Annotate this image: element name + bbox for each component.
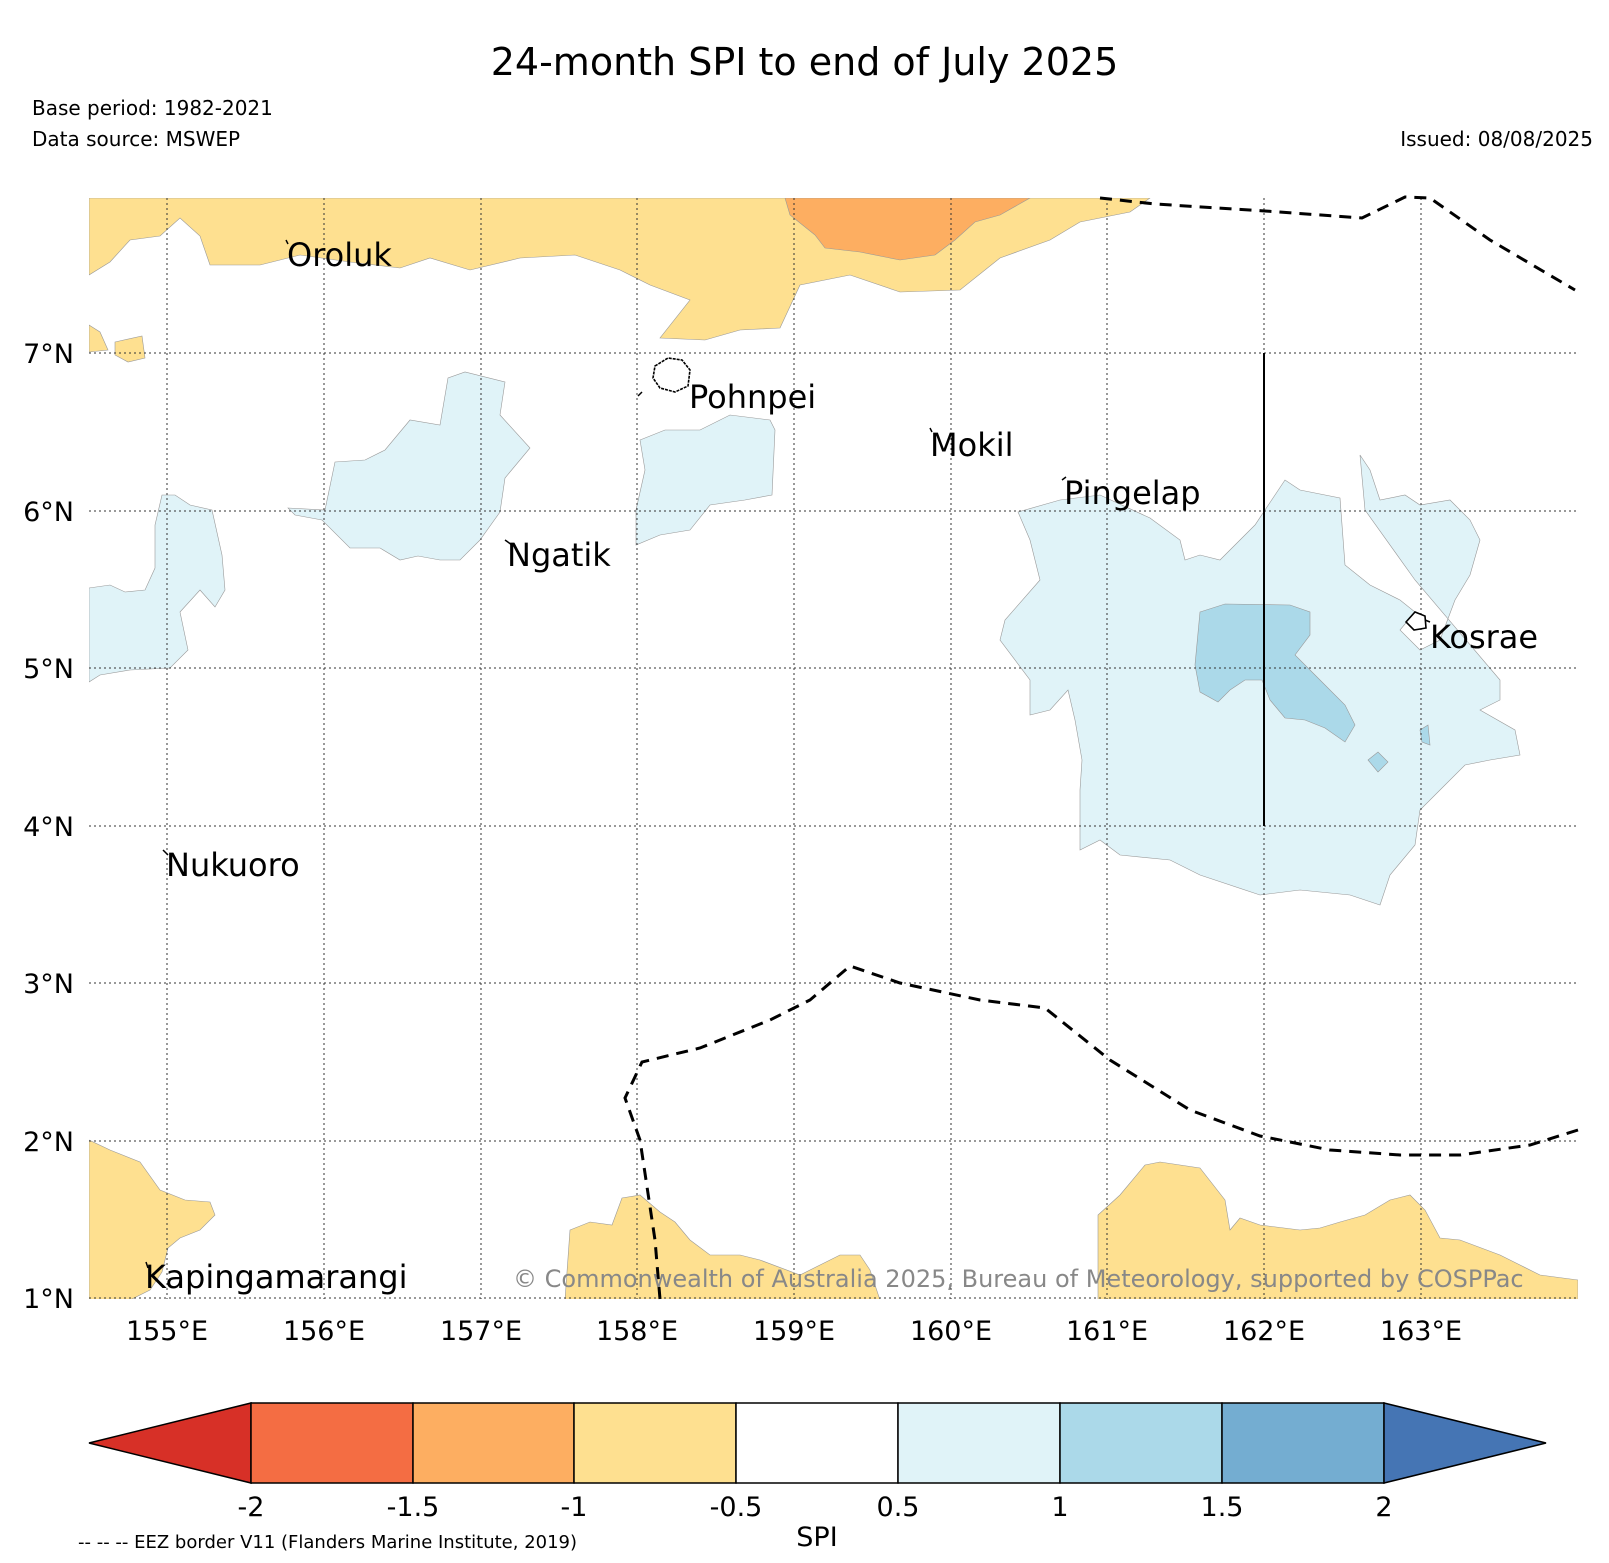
spi-dry-patch (114, 335, 146, 363)
longitude-labels: 155°E 156°E 157°E 158°E 159°E 160°E 161°… (126, 1316, 1462, 1347)
lon-label: 155°E (126, 1316, 208, 1347)
place-label-kapingamarangi: Kapingamarangi (145, 1258, 407, 1296)
spi-wet-region-moderate (1194, 603, 1356, 743)
lon-label: 162°E (1223, 1316, 1305, 1347)
spi-dry-region-south (564, 1194, 880, 1299)
lon-label: 161°E (1066, 1316, 1148, 1347)
spi-dry-patch (89, 324, 109, 353)
colorbar-ticks: -2 -1.5 -1 -0.5 0.5 1 1.5 2 (238, 1492, 1393, 1523)
colorbar-segment (1221, 1402, 1385, 1484)
place-label-oroluk: Oroluk (287, 236, 392, 274)
colorbar-segment (897, 1402, 1061, 1484)
colorbar-tick-label: 1 (1051, 1492, 1068, 1523)
spi-dry-region-south (89, 1139, 216, 1299)
pohnpei-island-outline (652, 357, 691, 393)
lat-label: 2°N (23, 1127, 74, 1158)
spi-wet-region (89, 494, 226, 683)
lon-label: 158°E (596, 1316, 678, 1347)
spi-wet-patch (1367, 751, 1389, 773)
place-label-pohnpei: Pohnpei (689, 378, 816, 416)
colorbar-segment (412, 1402, 575, 1484)
colorbar-tick-label: -0.5 (710, 1492, 763, 1523)
colorbar-tick-label: -1.5 (387, 1492, 440, 1523)
place-label-pingelap: Pingelap (1064, 474, 1201, 512)
graticule (89, 198, 1578, 1299)
colorbar-extend-high (1383, 1402, 1547, 1484)
colorbar (88, 1402, 1547, 1484)
place-label-nukuoro: Nukuoro (166, 846, 300, 884)
atoll-marks (145, 239, 1431, 1269)
copyright-notice: © Commonwealth of Australia 2025, Bureau… (513, 1265, 1524, 1293)
colorbar-tick-label: 2 (1375, 1492, 1392, 1523)
colorbar-tick-label: 1.5 (1201, 1492, 1244, 1523)
colorbar-tick-label: -2 (238, 1492, 265, 1523)
spi-dry-region-north (89, 198, 1151, 341)
place-label-ngatik: Ngatik (507, 536, 611, 574)
lat-label: 1°N (23, 1284, 74, 1315)
colorbar-segment (735, 1402, 899, 1484)
spi-shading (89, 198, 1578, 1299)
issued-date: Issued: 08/08/2025 (1400, 127, 1593, 151)
spi-wet-region (635, 414, 776, 546)
lon-label: 159°E (753, 1316, 835, 1347)
place-label-kosrae: Kosrae (1430, 618, 1538, 656)
spi-dry-region-north-moderate (784, 198, 1031, 261)
lat-label: 4°N (23, 812, 74, 843)
colorbar-label: SPI (796, 1522, 837, 1553)
spi-wet-region (287, 371, 531, 561)
lat-label: 5°N (23, 654, 74, 685)
lon-label: 163°E (1380, 1316, 1462, 1347)
lon-label: 156°E (283, 1316, 365, 1347)
colorbar-segment (1059, 1402, 1223, 1484)
colorbar-segment (250, 1402, 414, 1484)
base-period: Base period: 1982-2021 (32, 96, 273, 120)
latitude-labels: 7°N 6°N 5°N 4°N 3°N 2°N 1°N (23, 339, 74, 1315)
place-labels: Oroluk Pohnpei Mokil Pingelap Ngatik Kos… (145, 236, 1538, 1296)
lat-label: 6°N (23, 497, 74, 528)
lon-label: 160°E (910, 1316, 992, 1347)
spi-dry-region-south (1097, 1161, 1578, 1299)
kosrae-island-outline (1404, 611, 1427, 631)
lat-label: 7°N (23, 339, 74, 370)
islands (652, 357, 1427, 631)
lat-label: 3°N (23, 969, 74, 1000)
place-label-mokil: Mokil (930, 426, 1014, 464)
colorbar-tick-label: -1 (561, 1492, 588, 1523)
colorbar-tick-label: 0.5 (877, 1492, 920, 1523)
data-source: Data source: MSWEP (32, 127, 241, 151)
map-title: 24-month SPI to end of July 2025 (490, 40, 1119, 84)
colorbar-segment (573, 1402, 737, 1484)
eez-borders (623, 195, 1579, 1300)
eez-legend-note: -- -- -- EEZ border V11 (Flanders Marine… (78, 1532, 577, 1553)
colorbar-extend-low (88, 1402, 252, 1484)
lon-label: 157°E (440, 1316, 522, 1347)
